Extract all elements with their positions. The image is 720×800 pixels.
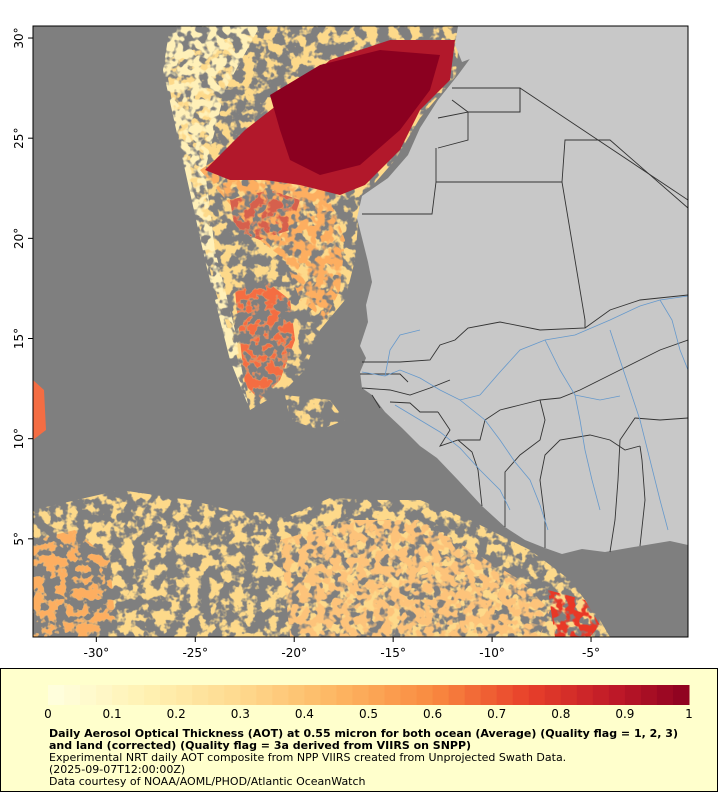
lat-tick-label: 15° bbox=[12, 328, 26, 349]
colorbar-segment bbox=[352, 685, 369, 705]
colorbar-segment bbox=[336, 685, 353, 705]
colorbar-segment bbox=[240, 685, 257, 705]
colorbar-segment bbox=[80, 685, 97, 705]
aot-swath-north bbox=[163, 26, 460, 410]
colorbar-segment bbox=[272, 685, 289, 705]
colorbar-segment bbox=[288, 685, 305, 705]
colorbar-segment bbox=[416, 685, 434, 705]
lat-tick-label: 10° bbox=[12, 428, 26, 449]
colorbar-segment bbox=[384, 685, 402, 705]
colorbar-tick-label: 1 bbox=[685, 707, 693, 721]
colorbar-segment bbox=[576, 685, 594, 705]
colorbar-segment bbox=[512, 685, 530, 705]
aot-swath-south bbox=[33, 380, 610, 637]
colorbar-ticks: 0 0.1 0.2 0.3 0.4 0.5 0.6 0.7 0.8 0.9 1 bbox=[44, 707, 693, 721]
colorbar: 0 0.1 0.2 0.3 0.4 0.5 0.6 0.7 0.8 0.9 1 bbox=[44, 685, 693, 721]
colorbar-segment bbox=[160, 685, 177, 705]
aot-map: -30° -25° -20° -15° -10° -5° 5° 10° 15° 20° 25° 30… bbox=[12, 25, 689, 660]
land-africa bbox=[357, 26, 688, 554]
lon-tick-label: -15° bbox=[380, 646, 406, 660]
colorbar-segment bbox=[192, 685, 209, 705]
colorbar-segment bbox=[176, 685, 193, 705]
lat-tick-label: 30° bbox=[12, 27, 26, 48]
colorbar-tick-label: 0.1 bbox=[103, 707, 122, 721]
colorbar-segment bbox=[368, 685, 386, 705]
colorbar-segment bbox=[112, 685, 129, 705]
lat-ticks: 5° 10° 15° 20° 25° 30° bbox=[12, 27, 33, 546]
legend-title: Daily Aerosol Optical Thickness (AOT) at… bbox=[49, 727, 678, 752]
colorbar-segment bbox=[656, 685, 674, 705]
lon-tick-label: -5° bbox=[582, 646, 600, 660]
legend-panel: 0 0.1 0.2 0.3 0.4 0.5 0.6 0.7 0.8 0.9 1 Daily Aero… bbox=[0, 668, 718, 792]
colorbar-segment bbox=[64, 685, 81, 705]
colorbar-segment bbox=[608, 685, 626, 705]
colorbar-segment bbox=[208, 685, 225, 705]
colorbar-segment bbox=[560, 685, 578, 705]
colorbar-segment bbox=[320, 685, 337, 705]
lon-tick-label: -10° bbox=[479, 646, 505, 660]
colorbar-segment bbox=[256, 685, 273, 705]
colorbar-tick-label: 0.2 bbox=[167, 707, 186, 721]
plot-frame bbox=[32, 25, 689, 638]
colorbar-segment bbox=[432, 685, 450, 705]
colorbar-segment bbox=[448, 685, 466, 705]
colorbar-segment bbox=[224, 685, 241, 705]
colorbar-segments bbox=[48, 685, 690, 705]
colorbar-segment bbox=[544, 685, 562, 705]
legend-subtitle: Experimental NRT daily AOT composite fro… bbox=[49, 751, 567, 764]
colorbar-segment bbox=[672, 685, 690, 705]
colorbar-segment bbox=[464, 685, 482, 705]
colorbar-tick-label: 0.5 bbox=[359, 707, 378, 721]
colorbar-segment bbox=[96, 685, 113, 705]
legend-date: (2025-09-07T12:00:00Z) bbox=[49, 763, 186, 776]
lon-tick-label: -25° bbox=[182, 646, 208, 660]
colorbar-tick-label: 0.6 bbox=[423, 707, 442, 721]
legend-credit: Data courtesy of NOAA/AOML/PHOD/Atlantic… bbox=[49, 775, 366, 788]
colorbar-segment bbox=[480, 685, 498, 705]
lon-tick-label: -20° bbox=[281, 646, 307, 660]
colorbar-tick-label: 0.7 bbox=[487, 707, 506, 721]
colorbar-tick-label: 0.9 bbox=[615, 707, 634, 721]
country-borders bbox=[360, 87, 688, 553]
colorbar-segment bbox=[640, 685, 658, 705]
colorbar-tick-label: 0.3 bbox=[231, 707, 250, 721]
lat-tick-label: 20° bbox=[12, 228, 26, 249]
colorbar-tick-label: 0.8 bbox=[551, 707, 570, 721]
colorbar-tick-label: 0.4 bbox=[295, 707, 314, 721]
lon-tick-label: -30° bbox=[84, 646, 110, 660]
rivers bbox=[361, 295, 688, 531]
lon-ticks: -30° -25° -20° -15° -10° -5° bbox=[84, 637, 600, 660]
colorbar-segment bbox=[48, 685, 65, 705]
lat-tick-label: 25° bbox=[12, 128, 26, 149]
colorbar-segment bbox=[624, 685, 642, 705]
colorbar-segment bbox=[496, 685, 514, 705]
colorbar-tick-label: 0 bbox=[44, 707, 52, 721]
colorbar-segment bbox=[528, 685, 546, 705]
colorbar-segment bbox=[304, 685, 321, 705]
colorbar-segment bbox=[400, 685, 418, 705]
colorbar-segment bbox=[128, 685, 145, 705]
colorbar-segment bbox=[144, 685, 161, 705]
lat-tick-label: 5° bbox=[12, 532, 26, 546]
colorbar-segment bbox=[592, 685, 610, 705]
